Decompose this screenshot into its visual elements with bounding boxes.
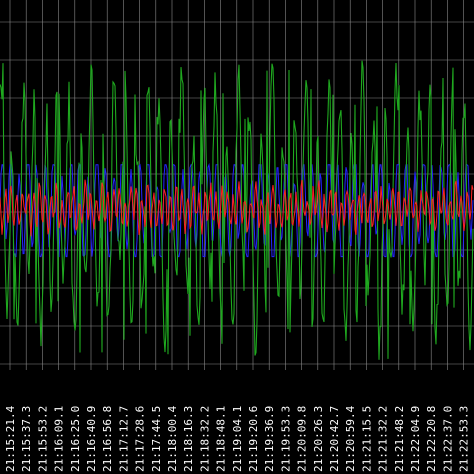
- x-tick-label: 21:22:20.8: [425, 406, 438, 472]
- x-tick-label: 21:20:59.4: [344, 405, 357, 472]
- x-tick-label: 21:18:32.2: [198, 406, 211, 472]
- x-tick-label: 21:18:00.4: [166, 405, 179, 472]
- series-line-2: [0, 60, 474, 360]
- x-tick-label: 21:16:40.9: [85, 406, 98, 472]
- series-lines: [0, 60, 474, 360]
- x-tick-label: 21:17:12.7: [117, 406, 130, 472]
- x-tick-label: 21:19:36.9: [263, 406, 276, 472]
- series-line-3: [0, 179, 474, 237]
- x-tick-label: 21:20:26.3: [312, 406, 325, 472]
- x-tick-label: 21:20:42.7: [328, 406, 341, 472]
- x-tick-label: 21:17:44.5: [150, 406, 163, 472]
- x-axis-tick-labels: 21:15:21.4 21:15:37.3 21:15:53.2 21:16:09.1…: [4, 405, 471, 472]
- x-tick-label: 21:15:37.3: [20, 406, 33, 472]
- x-tick-label: 21:22:37.0: [441, 406, 454, 472]
- x-tick-label: 21:16:25.0: [69, 406, 82, 472]
- x-tick-label: 21:21:15.5: [360, 406, 373, 472]
- x-tick-label: 21:22:04.9: [409, 406, 422, 472]
- x-tick-label: 21:15:21.4: [4, 405, 17, 472]
- x-tick-label: 21:16:56.8: [101, 406, 114, 472]
- x-tick-label: 21:21:48.2: [393, 406, 406, 472]
- x-tick-label: 21:22:53.3: [458, 406, 471, 472]
- x-tick-label: 21:17:28.6: [134, 406, 147, 472]
- x-tick-label: 21:20:09.8: [296, 406, 309, 472]
- x-tick-label: 21:21:32.2: [377, 406, 390, 472]
- x-tick-label: 21:19:53.3: [279, 406, 292, 472]
- x-tick-label: 21:18:16.3: [182, 406, 195, 472]
- x-tick-label: 21:16:09.1: [53, 406, 66, 472]
- x-tick-label: 21:18:48.1: [215, 406, 228, 472]
- x-tick-label: 21:19:04.1: [231, 406, 244, 472]
- x-tick-label: 21:19:20.6: [247, 406, 260, 472]
- x-tick-label: 21:15:53.2: [36, 406, 49, 472]
